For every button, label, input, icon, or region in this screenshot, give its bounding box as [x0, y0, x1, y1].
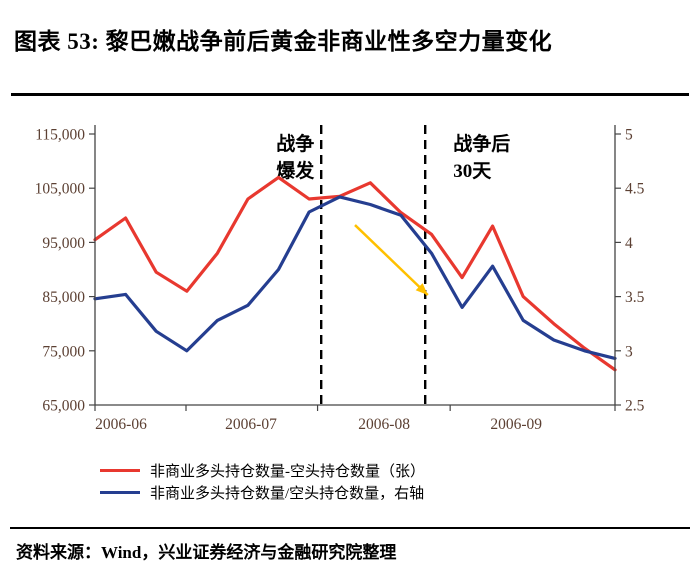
legend-swatch-blue: [100, 490, 140, 494]
x-axis-tick-label: 2006-08: [358, 416, 410, 433]
x-axis-tick-label: 2006-09: [490, 416, 542, 433]
annotation-text: 爆发: [276, 159, 315, 182]
legend-label-ratio: 非商业多头持仓数量/空头持仓数量，右轴: [150, 485, 425, 502]
right-axis-tick-label: 3: [625, 343, 633, 360]
legend-swatch-red: [100, 468, 140, 472]
trend-arrow: [354, 224, 429, 296]
source-note: 资料来源：Wind，兴业证券经济与金融研究院整理: [16, 543, 397, 562]
right-axis-tick-label: 4: [625, 235, 633, 252]
legend-item-net-long: 非商业多头持仓数量-空头持仓数量（张）: [100, 459, 425, 481]
legend-label-net-long: 非商业多头持仓数量-空头持仓数量（张）: [150, 463, 425, 480]
series-line-1: [93, 195, 617, 360]
footer-divider: [10, 527, 690, 529]
right-axis-tick-label: 4.5: [625, 181, 645, 198]
right-axis-tick-label: 5: [625, 127, 633, 144]
annotation-text: 战争: [276, 132, 314, 155]
chart-legend: 非商业多头持仓数量-空头持仓数量（张） 非商业多头持仓数量/空头持仓数量，右轴: [100, 459, 425, 503]
left-axis-tick-label: 115,000: [35, 127, 85, 144]
x-axis-tick-label: 2006-07: [225, 416, 277, 433]
annotation-text: 战争后: [453, 132, 510, 155]
left-axis-tick-label: 95,000: [42, 235, 85, 252]
left-axis-tick-label: 65,000: [42, 398, 85, 415]
trend-arrow-head: [415, 283, 428, 295]
annotation-text: 30天: [453, 161, 492, 182]
x-axis-tick-label: 2006-06: [95, 416, 147, 433]
chart-title: 图表 53: 黎巴嫩战争前后黄金非商业性多空力量变化: [14, 29, 553, 54]
legend-item-ratio: 非商业多头持仓数量/空头持仓数量，右轴: [100, 481, 425, 503]
series-line-0: [93, 175, 617, 372]
right-axis-tick-label: 2.5: [625, 398, 645, 415]
title-divider: [11, 93, 689, 96]
left-axis-tick-label: 105,000: [35, 181, 86, 198]
left-axis-tick-label: 75,000: [42, 343, 85, 360]
chart-area: 战争爆发 战争后 30天 65,000 75,000 85,000 95,000 105,00…: [0, 112, 700, 457]
right-axis-tick-label: 3.5: [625, 289, 645, 306]
left-axis-tick-label: 85,000: [42, 289, 85, 306]
